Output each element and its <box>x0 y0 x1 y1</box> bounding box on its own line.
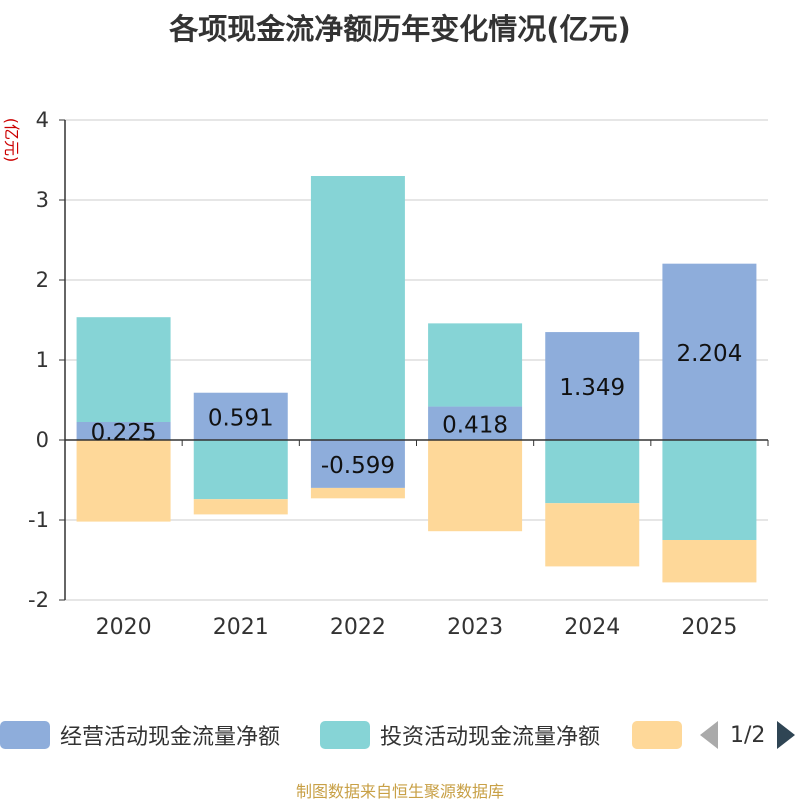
chart-canvas: -2 -1 0 1 2 3 4 (亿元) 2020 2021 2022 2023 2024 2025 0.2… <box>2 108 769 640</box>
y-tick-label: -2 <box>28 588 49 612</box>
y-axis-title: (亿元) <box>2 118 21 163</box>
y-tick-label: 4 <box>36 108 49 132</box>
legend-swatch-financing <box>632 721 682 749</box>
x-tick-label: 2021 <box>213 615 269 640</box>
x-tick-label: 2025 <box>681 615 737 640</box>
bar-2020-series-1 <box>76 317 171 422</box>
legend-page-indicator: 1/2 <box>730 722 766 748</box>
bar-2020-series-2 <box>76 440 171 522</box>
y-tick-label: 1 <box>36 348 49 372</box>
x-tick-label: 2024 <box>564 615 620 640</box>
data-label-2020: 0.225 <box>91 420 157 446</box>
legend-swatch-investing <box>320 721 370 749</box>
data-label-2022: -0.599 <box>321 453 395 479</box>
legend-item-investing[interactable]: 投资活动现金流量净额 <box>320 717 600 753</box>
bar-2023-series-2 <box>428 440 523 532</box>
bar-2020-series-0 <box>76 422 171 440</box>
next-page-icon[interactable] <box>777 721 796 749</box>
bar-2024-series-1 <box>545 440 640 504</box>
prev-page-icon[interactable] <box>700 721 718 749</box>
x-tick-label: 2022 <box>330 615 386 640</box>
bar-2024-series-2 <box>545 503 640 567</box>
bar-2025-series-1 <box>662 440 757 540</box>
bar-2022-series-0 <box>310 440 405 488</box>
legend-pager: 1/2 <box>700 717 796 753</box>
y-tick-label: 2 <box>36 268 49 292</box>
bar-2022-series-1 <box>310 176 405 440</box>
y-tick-label: 0 <box>36 428 49 452</box>
bar-2024-series-0 <box>545 332 640 440</box>
data-label-2023: 0.418 <box>442 412 508 438</box>
bar-2025-series-0 <box>662 263 757 440</box>
bar-2021-series-1 <box>193 440 288 500</box>
legend-swatch-operating <box>0 721 50 749</box>
data-label-2025: 2.204 <box>676 341 742 367</box>
bar-2021-series-2 <box>193 499 288 515</box>
x-tick-label: 2020 <box>96 615 152 640</box>
bar-2023-series-1 <box>428 323 523 407</box>
legend-label-operating: 经营活动现金流量净额 <box>60 725 281 750</box>
legend-item-financing[interactable] <box>632 717 682 753</box>
legend-label-investing: 投资活动现金流量净额 <box>380 725 601 750</box>
y-tick-label: -1 <box>28 508 49 532</box>
bar-2021-series-0 <box>193 392 288 440</box>
chart-title: 各项现金流净额历年变化情况(亿元) <box>169 12 631 46</box>
y-tick-label: 3 <box>36 188 49 212</box>
legend-item-operating[interactable]: 经营活动现金流量净额 <box>0 717 280 753</box>
x-tick-label: 2023 <box>447 615 503 640</box>
data-label-2021: 0.591 <box>208 405 274 431</box>
bar-2025-series-2 <box>662 540 757 583</box>
data-label-2024: 1.349 <box>559 375 625 401</box>
data-source-note: 制图数据来自恒生聚源数据库 <box>295 782 504 801</box>
chart-legend: 经营活动现金流量净额 投资活动现金流量净额 1/2 <box>0 717 800 753</box>
bar-2023-series-0 <box>428 406 523 440</box>
bar-2022-series-2 <box>310 487 405 499</box>
